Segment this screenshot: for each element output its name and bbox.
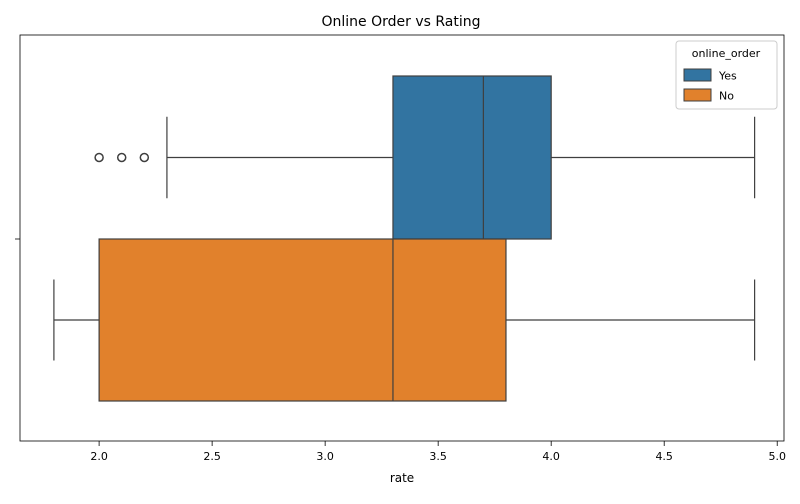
outlier-point (139, 152, 150, 163)
x-tick-label: 3.0 (316, 450, 334, 463)
legend-title: online_order (692, 47, 761, 60)
box-no (53, 238, 756, 402)
box-yes (94, 75, 756, 240)
outlier-point (94, 152, 104, 163)
legend-swatch-no (683, 88, 712, 102)
x-tick-label: 3.5 (429, 450, 447, 463)
x-tick-label: 2.0 (90, 450, 108, 463)
x-tick-label: 4.0 (542, 450, 560, 463)
chart-title: Online Order vs Rating (321, 14, 480, 30)
x-tick-label: 2.5 (203, 450, 221, 463)
legend-label-yes: Yes (718, 70, 737, 83)
box-iqr (98, 238, 507, 402)
legend: online_order Yes No (675, 40, 778, 110)
x-tick-label: 4.5 (655, 450, 673, 463)
legend-swatch-yes (683, 68, 712, 82)
box-iqr (392, 75, 552, 240)
x-axis-label: rate (390, 471, 414, 485)
x-axis: 2.0 2.5 3.0 3.5 4.0 4.5 5.0 (90, 441, 786, 463)
outlier-point (116, 152, 127, 163)
plot-frame (19, 34, 785, 442)
plot-area (53, 75, 756, 402)
x-tick-label: 5.0 (768, 450, 786, 463)
legend-label-no: No (719, 90, 734, 103)
